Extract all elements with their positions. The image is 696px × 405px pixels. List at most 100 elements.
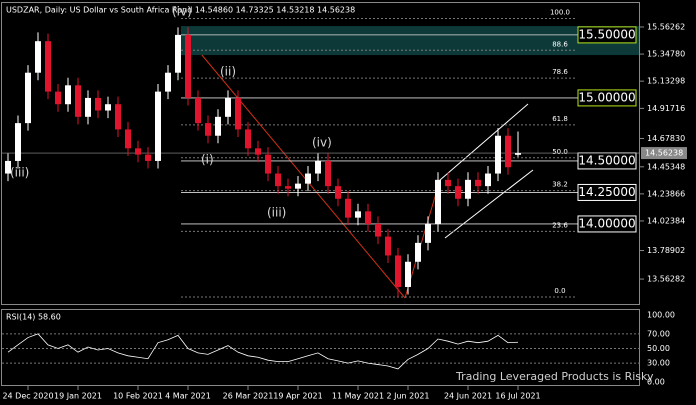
x-tick-label: 10 Feb 2021 (113, 392, 163, 401)
wave-label: (iii) (267, 206, 286, 220)
current-price-tag (641, 147, 687, 160)
candle-body (415, 242, 421, 262)
candle-body (225, 97, 231, 117)
candle-body (505, 135, 511, 168)
candle-body (325, 160, 331, 187)
candle-body (125, 129, 131, 149)
fibo-label: 38.2 (552, 181, 568, 189)
level-label: 14.00000 (578, 216, 635, 230)
fibo-label: 88.6 (552, 40, 568, 48)
candle-body (115, 104, 121, 130)
x-tick-label: 24 Jun 2021 (444, 392, 492, 401)
y-tick-label: 14.02384 (647, 216, 685, 225)
candle-body (335, 186, 341, 199)
candle-body (245, 129, 251, 149)
fibo-label: 50.0 (552, 148, 568, 156)
candle-body (45, 41, 51, 92)
wave-label: (iv) (312, 136, 332, 150)
candle-body (215, 116, 221, 136)
y-tick-label: 15.34780 (647, 50, 685, 59)
candle-body (85, 97, 91, 117)
x-tick-label: 16 Jul 2021 (495, 392, 540, 401)
candle-body (425, 223, 431, 243)
channel-line (444, 169, 534, 239)
candle-body (155, 91, 161, 161)
rsi-pane (1, 309, 640, 386)
y-tick-label: 14.67830 (647, 134, 685, 143)
level-box (577, 89, 637, 107)
y-tick-label: 15.13298 (647, 77, 685, 86)
fibo-label: 78.6 (552, 68, 568, 76)
x-tick-label: 24 Dec 2020 (2, 392, 53, 401)
y-tick-label: 15.56262 (647, 23, 685, 32)
x-tick-label: 11 May 2021 (332, 392, 384, 401)
candle-body (175, 34, 181, 73)
candle-body (465, 179, 471, 199)
candle-body (275, 173, 281, 187)
candle-body (25, 72, 31, 124)
candle-body (455, 186, 461, 199)
candle-body (55, 91, 61, 105)
candle-body (145, 154, 151, 161)
candle-body (255, 148, 261, 155)
x-tick-label: 2 Jun 2021 (386, 392, 429, 401)
level-box (577, 26, 637, 44)
fibo-label: 23.6 (552, 221, 568, 229)
x-tick-label: 19 Jan 2021 (54, 392, 102, 401)
candle-body (405, 261, 411, 287)
candle-body (105, 104, 111, 111)
candle-body (365, 211, 371, 224)
candle-body (475, 179, 481, 187)
candle-body (95, 97, 101, 111)
level-label: 14.50000 (578, 153, 635, 167)
candle-body (315, 160, 321, 174)
x-tick-label: 19 Apr 2021 (273, 392, 322, 401)
candle-body (235, 97, 241, 130)
candle-body (265, 154, 271, 174)
rsi-tick-label: 30.00 (647, 359, 670, 368)
level-box (577, 215, 637, 233)
candle-body (205, 123, 211, 136)
candle-body (285, 186, 291, 189)
candle-body (75, 85, 81, 117)
price-pane (1, 2, 640, 305)
candle-body (345, 198, 351, 218)
candle-body (135, 148, 141, 155)
chart-title: USDZAR, Daily: US Dollar vs South Africa… (6, 6, 355, 15)
level-label: 15.00000 (578, 90, 635, 104)
watermark: Trading Leveraged Products is Risky (455, 370, 654, 383)
candle-body (395, 255, 401, 287)
candle-body (375, 223, 381, 237)
rsi-tick-label: 50.00 (647, 344, 670, 353)
wave-label: (i) (201, 153, 214, 167)
candle-body (435, 179, 441, 224)
level-box (577, 183, 637, 201)
candle-body (355, 211, 361, 218)
rsi-label: RSI(14) 58.60 (6, 313, 61, 322)
candle-body (485, 173, 491, 187)
candle-body (165, 72, 171, 92)
x-tick-label: 26 Mar 2021 (223, 392, 274, 401)
candle-body (35, 41, 41, 73)
candle-body (515, 153, 521, 155)
fibo-label: 61.8 (552, 115, 568, 123)
channel-line (439, 103, 529, 181)
y-tick-label: 13.78902 (647, 246, 685, 255)
candle-body (65, 85, 71, 105)
current-price-label: 14.56238 (645, 149, 683, 158)
fibo-label: 100.0 (550, 9, 570, 17)
level-label: 14.25000 (578, 185, 635, 199)
rsi-tick-label: 70.00 (647, 329, 670, 338)
candle-body (295, 183, 301, 189)
y-tick-label: 14.23866 (647, 189, 685, 198)
y-tick-label: 13.56282 (647, 275, 685, 284)
candle-body (495, 135, 501, 174)
x-tick-label: 4 Mar 2021 (165, 392, 211, 401)
candle-body (15, 123, 21, 161)
fibo-label: 0.0 (554, 287, 565, 295)
candle-body (5, 160, 11, 174)
wave-label: (iii) (10, 166, 29, 180)
candle-body (305, 173, 311, 184)
rsi-line (7, 333, 519, 370)
